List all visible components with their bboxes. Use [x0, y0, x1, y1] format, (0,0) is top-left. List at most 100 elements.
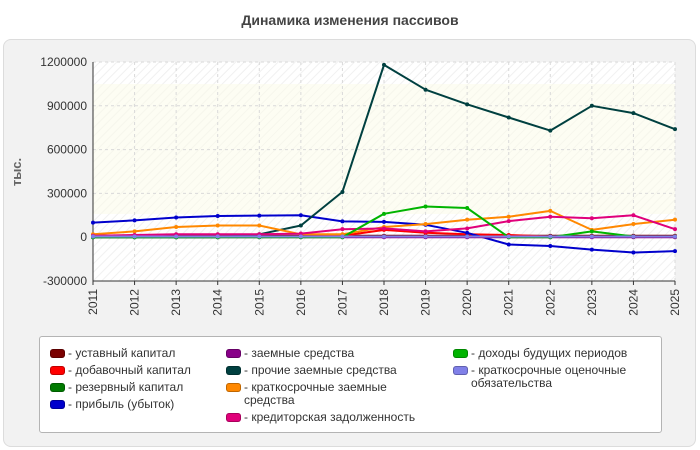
data-point: [382, 226, 386, 231]
y-tick-label: 1200000: [40, 55, 87, 69]
legend-item[interactable]: - кредиторская задолженность: [226, 411, 436, 424]
legend-label: - добавочный капитал: [68, 363, 191, 377]
legend-swatch: [226, 413, 241, 422]
data-point: [506, 242, 511, 247]
data-point: [631, 213, 636, 218]
y-tick-label: 900000: [47, 99, 87, 113]
data-point: [506, 219, 511, 224]
legend-item[interactable]: - резервный капитал: [50, 381, 215, 394]
data-point: [548, 234, 553, 239]
x-tick-label: 2013: [169, 289, 183, 316]
y-tick-label: 600000: [47, 143, 87, 157]
data-point: [257, 234, 262, 239]
x-tick-label: 2025: [668, 289, 682, 316]
data-point: [465, 102, 470, 107]
data-point: [340, 234, 345, 239]
data-point: [548, 214, 553, 219]
legend-swatch: [226, 383, 241, 392]
data-point: [382, 211, 386, 216]
data-point: [132, 218, 137, 223]
data-point: [589, 234, 594, 239]
data-point: [465, 234, 470, 239]
data-point: [589, 216, 594, 221]
data-point: [589, 103, 594, 108]
chart-title: Динамика изменения пассивов: [241, 12, 459, 28]
data-point: [423, 222, 428, 227]
legend-swatch: [50, 400, 65, 409]
series-10: [91, 234, 677, 239]
x-tick-label: 2019: [419, 289, 433, 316]
data-point: [589, 247, 594, 252]
data-point: [298, 234, 303, 239]
y-tick-label: 300000: [47, 186, 87, 200]
data-point: [589, 229, 594, 234]
x-tick-label: 2022: [543, 289, 557, 316]
data-point: [382, 234, 386, 239]
data-point: [673, 249, 677, 254]
x-tick-label: 2015: [252, 289, 266, 316]
data-point: [548, 128, 553, 133]
legend-swatch: [226, 349, 241, 358]
data-point: [423, 204, 428, 209]
legend-item[interactable]: - добавочный капитал: [50, 364, 215, 377]
legend-item[interactable]: - краткосрочные оценочные обязательства: [453, 364, 658, 390]
data-point: [340, 219, 345, 224]
legend-label: - краткосрочные заемные средства: [244, 380, 387, 407]
chart-legend: - уставный капитал - добавочный капитал - …: [39, 336, 662, 433]
data-point: [506, 234, 511, 239]
legend-label: - краткосрочные оценочные обязательства: [471, 363, 627, 390]
legend-item[interactable]: - уставный капитал: [50, 347, 215, 360]
data-point: [548, 208, 553, 213]
data-point: [673, 234, 677, 239]
legend-label: - кредиторская задолженность: [244, 410, 416, 424]
legend-item[interactable]: - заемные средства: [226, 347, 436, 360]
x-tick-label: 2017: [335, 289, 349, 316]
data-point: [673, 127, 677, 132]
legend-label: - уставный капитал: [68, 346, 176, 360]
legend-swatch: [50, 349, 65, 358]
series-8: [91, 213, 677, 238]
legend-item[interactable]: - прочие заемные средства: [226, 364, 436, 377]
legend-item[interactable]: - краткосрочные заемные средства: [226, 381, 436, 407]
data-point: [298, 223, 303, 228]
legend-label: - прибыль (убыток): [68, 397, 175, 411]
data-point: [465, 217, 470, 222]
data-point: [548, 243, 553, 248]
data-point: [91, 220, 95, 225]
x-tick-label: 2018: [377, 289, 391, 316]
data-point: [215, 214, 220, 219]
data-point: [340, 227, 345, 232]
y-axis-label: тыс.: [9, 158, 24, 186]
x-tick-label: 2020: [460, 289, 474, 316]
data-point: [174, 224, 179, 229]
y-tick-label: 0: [80, 230, 87, 244]
data-point: [506, 214, 511, 219]
legend-label: - доходы будущих периодов: [471, 346, 628, 360]
legend-swatch: [50, 383, 65, 392]
legend-swatch: [226, 366, 241, 375]
data-point: [673, 227, 677, 232]
data-point: [465, 226, 470, 231]
data-point: [382, 62, 386, 67]
x-tick-label: 2012: [128, 289, 142, 316]
legend-label: - заемные средства: [244, 346, 355, 360]
data-point: [631, 250, 636, 255]
data-point: [631, 111, 636, 116]
data-point: [631, 234, 636, 239]
data-point: [298, 213, 303, 218]
legend-item[interactable]: - доходы будущих периодов: [453, 347, 658, 360]
data-point: [382, 219, 386, 224]
data-point: [423, 234, 428, 239]
data-point: [174, 215, 179, 220]
legend-item[interactable]: - прибыль (убыток): [50, 398, 215, 411]
data-point: [91, 234, 95, 239]
legend-swatch: [453, 349, 468, 358]
data-point: [506, 115, 511, 120]
data-point: [465, 206, 470, 210]
data-point: [215, 223, 220, 228]
x-tick-label: 2024: [626, 289, 640, 316]
data-point: [673, 217, 677, 222]
data-point: [257, 223, 262, 228]
data-point: [631, 222, 636, 227]
